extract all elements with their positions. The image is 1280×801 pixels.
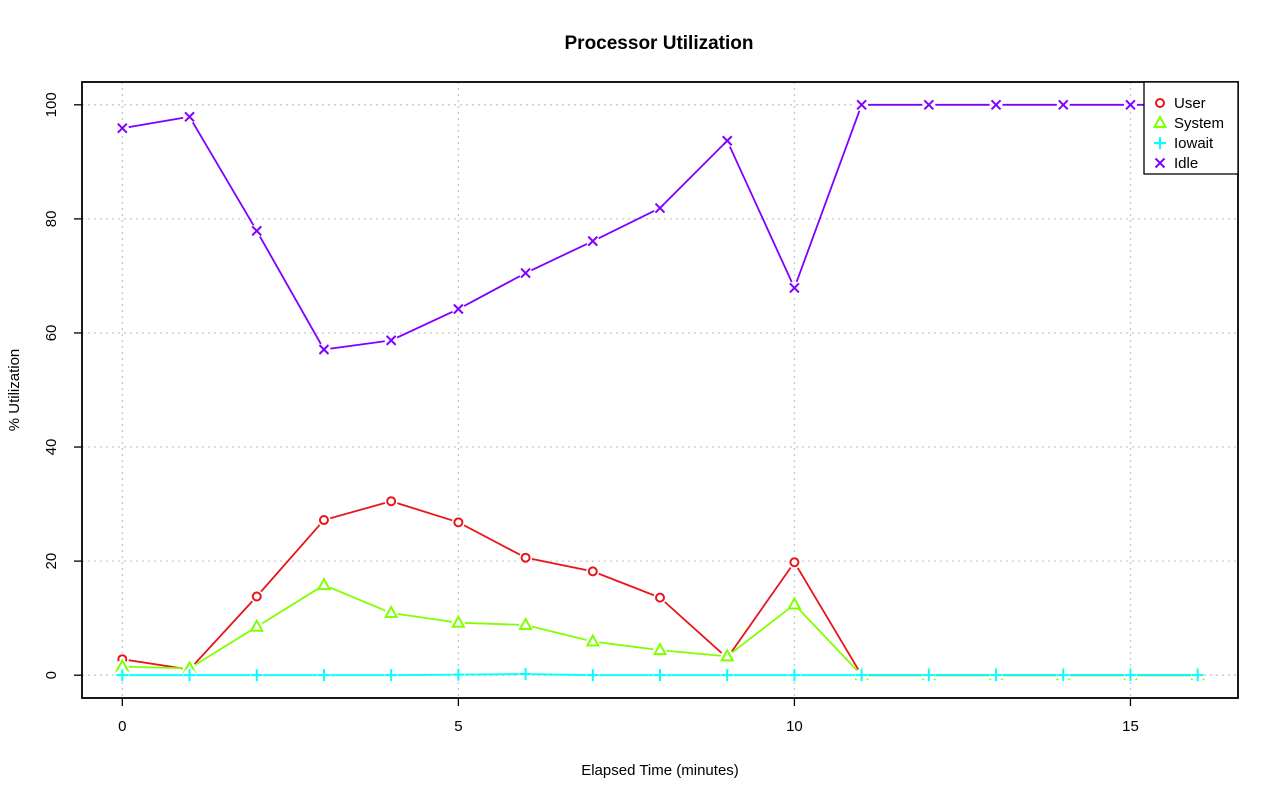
y-tick-label: 0	[43, 671, 60, 679]
x-tick-label: 10	[786, 718, 803, 735]
point-iowait	[385, 669, 398, 682]
legend-marker-iowait	[1154, 137, 1166, 149]
y-axis-label: % Utilization	[6, 349, 23, 432]
point-user	[587, 566, 598, 577]
point-iowait	[250, 669, 263, 682]
point-system	[652, 642, 668, 656]
point-system	[720, 648, 735, 662]
point-idle	[990, 99, 1002, 111]
point-idle	[318, 344, 330, 355]
point-iowait	[519, 668, 532, 681]
point-system	[451, 614, 466, 628]
x-tick-label: 5	[454, 718, 462, 735]
series-idle	[115, 98, 1205, 357]
point-user	[789, 557, 800, 568]
y-tick-label: 20	[43, 553, 60, 570]
legend-item-user: User	[1155, 95, 1206, 112]
point-idle	[453, 303, 464, 315]
y-axis: 0 20 40 60 80 100	[43, 92, 82, 679]
chart-title: Processor Utilization	[565, 33, 754, 54]
point-user	[520, 552, 531, 563]
point-idle	[251, 225, 262, 237]
point-system	[383, 604, 399, 619]
series-layer	[115, 98, 1205, 682]
y-tick-label: 60	[43, 325, 60, 342]
legend-marker-user	[1155, 98, 1165, 108]
x-tick-label: 0	[118, 718, 126, 735]
point-iowait	[990, 669, 1003, 682]
point-idle	[923, 99, 935, 111]
point-iowait	[788, 669, 801, 682]
grid	[82, 82, 1238, 698]
legend-marker-system	[1152, 114, 1168, 128]
point-idle	[117, 122, 128, 134]
x-tick-label: 15	[1122, 718, 1139, 735]
point-system	[585, 633, 600, 647]
point-user	[386, 496, 397, 507]
point-user	[453, 517, 464, 528]
point-system	[249, 618, 264, 632]
x-axis-label: Elapsed Time (minutes)	[581, 762, 739, 779]
point-system	[518, 616, 533, 630]
point-iowait	[116, 669, 129, 682]
legend-label-system: System	[1174, 115, 1224, 132]
point-user	[251, 591, 262, 602]
point-idle	[587, 235, 598, 247]
legend-item-system: System	[1152, 114, 1224, 132]
point-idle	[184, 111, 195, 123]
point-iowait	[721, 669, 734, 682]
point-iowait	[452, 668, 465, 681]
point-idle	[856, 99, 867, 111]
point-idle	[1058, 99, 1069, 111]
point-idle	[520, 267, 531, 279]
point-idle	[789, 282, 800, 294]
legend-item-iowait: Iowait	[1154, 135, 1214, 152]
y-tick-label: 100	[43, 92, 60, 117]
point-iowait	[855, 669, 868, 682]
point-system	[316, 576, 332, 591]
legend-label-idle: Idle	[1174, 155, 1198, 172]
point-user	[318, 515, 329, 526]
point-idle	[385, 335, 397, 346]
point-idle	[654, 202, 666, 214]
y-tick-label: 80	[43, 211, 60, 228]
point-iowait	[317, 669, 330, 682]
series-line-idle	[122, 103, 1198, 351]
point-iowait	[1191, 669, 1204, 682]
legend: User System Iowait Idle	[1143, 81, 1239, 175]
legend-label-iowait: Iowait	[1174, 135, 1214, 152]
point-iowait	[586, 669, 599, 682]
point-system	[787, 596, 802, 610]
legend-label-user: User	[1174, 95, 1206, 112]
point-iowait	[183, 669, 196, 682]
series-iowait	[115, 667, 1205, 682]
plot-frame	[81, 81, 1239, 699]
x-axis: 0 5 10 15	[118, 698, 1139, 735]
point-iowait	[1057, 669, 1070, 682]
point-iowait	[654, 669, 666, 682]
legend-item-idle: Idle	[1154, 155, 1198, 172]
point-user	[655, 592, 665, 603]
point-iowait	[1124, 669, 1137, 682]
point-idle	[1125, 99, 1136, 111]
legend-marker-idle	[1154, 157, 1166, 169]
point-iowait	[922, 669, 935, 682]
point-idle	[722, 135, 733, 146]
y-tick-label: 40	[43, 439, 60, 456]
